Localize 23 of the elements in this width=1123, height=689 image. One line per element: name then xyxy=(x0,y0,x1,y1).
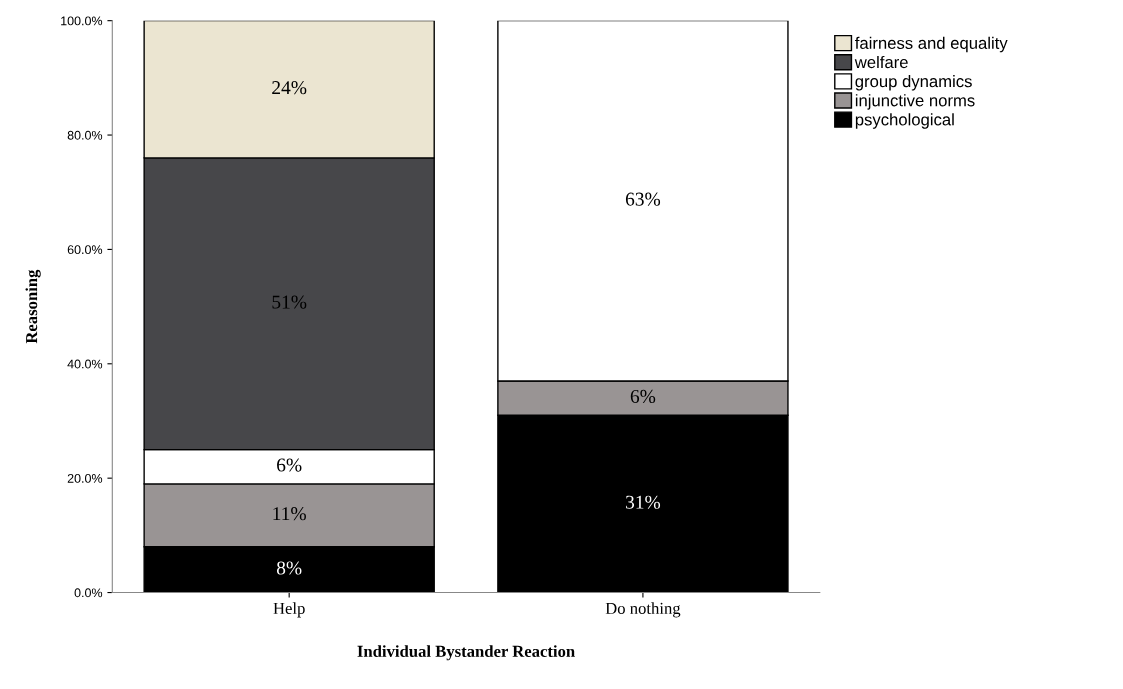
legend-label: group dynamics xyxy=(855,75,972,91)
data-label: 11% xyxy=(273,507,306,521)
y-tick-label: 60.0% xyxy=(67,245,103,255)
y-tick-label: 80.0% xyxy=(67,130,103,140)
legend-label: fairness and equality xyxy=(855,36,1008,53)
data-label: 6% xyxy=(277,458,302,472)
y-tick-label: 0.0% xyxy=(74,588,103,598)
y-tick-label: 20.0% xyxy=(67,473,103,483)
data-label: 63% xyxy=(625,192,661,206)
legend-label: psychological xyxy=(855,113,954,129)
data-label: 6% xyxy=(630,389,656,404)
x-axis-title: Individual Bystander Reaction xyxy=(357,645,575,661)
x-tick-label: Help xyxy=(273,602,305,618)
data-label: 51% xyxy=(272,295,307,309)
x-tick-label: Do nothing xyxy=(605,602,681,618)
y-axis-title: Reasoning xyxy=(25,269,41,344)
y-tick-label: 40.0% xyxy=(67,359,103,369)
y-tick-label: 100.0% xyxy=(61,16,103,26)
legend-label: injunctive norms xyxy=(855,94,975,110)
data-label: 8% xyxy=(276,561,302,575)
legend-label: welfare xyxy=(854,55,908,69)
data-label: 24% xyxy=(272,81,307,95)
data-label: 31% xyxy=(626,495,661,509)
